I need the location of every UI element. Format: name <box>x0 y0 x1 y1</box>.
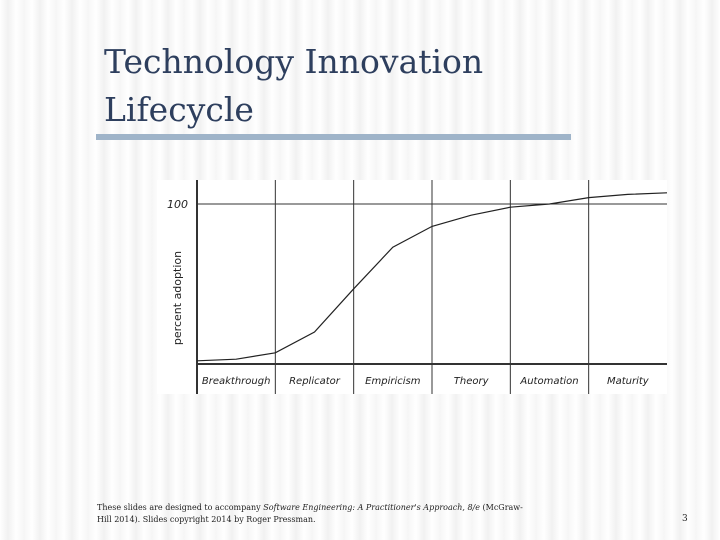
footer-citation: These slides are designed to accompany S… <box>97 502 537 526</box>
category-label-automation: Automation <box>519 376 578 387</box>
adoption-curve-0 <box>196 192 667 362</box>
footer-prefix: These slides are designed to accompany <box>97 503 264 512</box>
category-label-breakthrough: Breakthrough <box>202 376 271 387</box>
category-label-maturity: Maturity <box>607 376 650 387</box>
category-label-theory: Theory <box>454 376 490 387</box>
adoption-chart: 100 percent adoption Breakthrough Replicato… <box>157 180 667 394</box>
page-number: 3 <box>682 514 688 524</box>
category-label-replicator: Replicator <box>289 376 341 387</box>
footer-suffix: (McGraw-Hill 2014). Slides copyright 201… <box>97 503 523 524</box>
y-axis-label: percent adoption <box>171 251 184 345</box>
slide-title-line-1: Technology Innovation <box>104 42 484 81</box>
y-tick-label-100: 100 <box>167 198 188 211</box>
category-label-empiricism: Empiricism <box>365 376 421 387</box>
title-underline-rule <box>96 134 571 140</box>
adoption-chart-svg: 100 percent adoption Breakthrough Replicato… <box>167 180 667 394</box>
slide-title-line-2: Lifecycle <box>104 90 254 129</box>
slide-title: Technology Innovation Lifecycle <box>104 38 483 134</box>
footer-book-title: Software Engineering: A Practitioner's A… <box>263 503 480 512</box>
